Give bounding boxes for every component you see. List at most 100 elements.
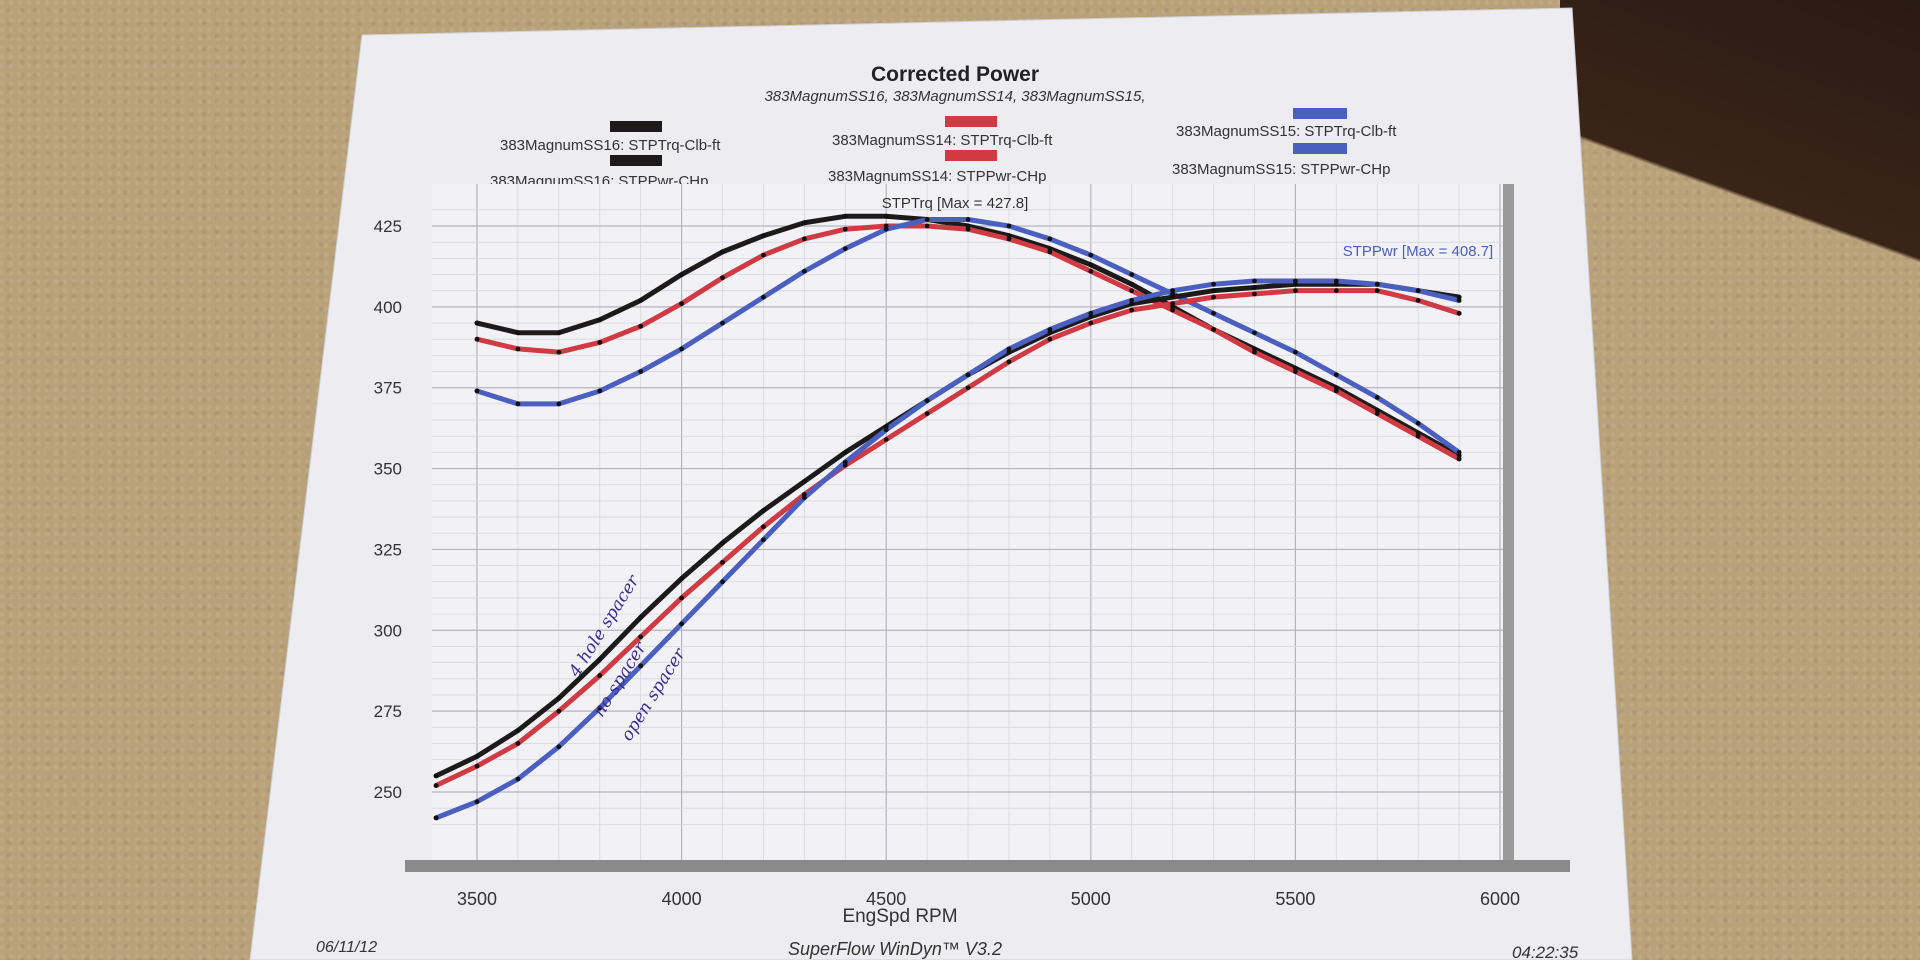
- data-point: [1415, 297, 1421, 303]
- data-point: [556, 695, 562, 701]
- data-point: [1129, 297, 1135, 303]
- data-point: [883, 226, 889, 232]
- data-point: [679, 595, 684, 601]
- series-line: [433, 288, 1462, 789]
- data-point: [1415, 433, 1421, 439]
- data-point: [597, 388, 603, 394]
- data-point: [679, 621, 684, 627]
- data-point: [1088, 268, 1094, 274]
- data-point: [720, 540, 725, 546]
- data-point: [474, 763, 480, 769]
- data-point: [515, 776, 521, 782]
- data-point: [515, 346, 521, 352]
- data-point: [1333, 388, 1339, 394]
- plot-area: [432, 184, 1507, 860]
- data-point: [638, 323, 644, 329]
- data-point: [1293, 278, 1298, 284]
- data-point: [1211, 294, 1216, 300]
- pwr-max-annotation: STPPwr [Max = 408.7]: [1343, 243, 1493, 260]
- chart-title: Corrected Power: [871, 63, 1039, 86]
- legend-label-ss14-trq: 383MagnumSS14: STPTrq-Clb-ft: [832, 132, 1053, 149]
- data-point: [638, 369, 644, 374]
- data-point: [474, 754, 480, 759]
- series-group: [433, 213, 1462, 821]
- data-point: [720, 320, 725, 326]
- data-point: [556, 708, 562, 714]
- data-point: [761, 508, 766, 514]
- data-point: [679, 576, 684, 581]
- data-point: [1088, 262, 1094, 268]
- data-point: [965, 385, 971, 391]
- data-point: [1211, 281, 1216, 287]
- data-point: [597, 340, 603, 345]
- data-point: [801, 495, 807, 501]
- legend-swatch-ss14-pwr: [945, 150, 997, 161]
- legend-swatch-ss15-pwr: [1293, 143, 1347, 154]
- x-axis-bar: [405, 860, 1570, 872]
- x-tick-label: 6000: [1480, 889, 1520, 909]
- data-point: [924, 223, 930, 229]
- y-tick-label: 350: [374, 460, 402, 479]
- data-point: [1088, 320, 1094, 326]
- data-point: [597, 656, 603, 662]
- footer-software: SuperFlow WinDyn™ V3.2: [788, 939, 1002, 959]
- data-point: [1006, 346, 1012, 352]
- data-point: [1047, 236, 1053, 242]
- data-point: [924, 217, 930, 222]
- data-point: [474, 320, 480, 326]
- data-point: [433, 815, 439, 821]
- data-point: [924, 411, 930, 416]
- legend-label-ss14-pwr: 383MagnumSS14: STPPwr-CHp: [828, 168, 1046, 185]
- chart-subtitle: 383MagnumSS16, 383MagnumSS14, 383MagnumS…: [764, 88, 1145, 105]
- x-tick-label: 5000: [1071, 889, 1111, 909]
- right-axis-bar: [1503, 184, 1514, 860]
- data-point: [1374, 281, 1380, 287]
- data-point: [761, 252, 766, 258]
- data-point: [638, 634, 644, 640]
- data-point: [556, 744, 562, 750]
- data-point: [1456, 450, 1462, 455]
- axis-ticks: 3500 4000 4500 5000 5500 6000 250 275 300 325 350 3…: [374, 217, 1520, 909]
- data-point: [1374, 411, 1380, 416]
- data-point: [1252, 291, 1257, 297]
- data-point: [1333, 278, 1339, 284]
- data-point: [801, 236, 807, 242]
- data-point: [1211, 310, 1216, 316]
- data-point: [1456, 456, 1462, 462]
- data-point: [1456, 297, 1462, 303]
- data-point: [883, 427, 889, 433]
- trq-max-annotation: STPTrq [Max = 427.8]: [882, 195, 1029, 212]
- data-point: [761, 537, 766, 543]
- data-point: [883, 213, 889, 219]
- data-point: [1047, 336, 1053, 342]
- data-point: [1252, 330, 1257, 336]
- data-point: [842, 213, 848, 219]
- data-point: [1170, 294, 1176, 300]
- data-point: [638, 297, 644, 303]
- data-point: [433, 783, 439, 788]
- data-point: [801, 479, 807, 484]
- legend-swatch-ss14-trq: [945, 116, 997, 127]
- data-point: [515, 728, 521, 733]
- data-point: [1129, 288, 1135, 294]
- x-tick-label: 4000: [662, 889, 702, 909]
- legend-label-ss15-trq: 383MagnumSS15: STPTrq-Clb-ft: [1176, 123, 1397, 140]
- data-point: [965, 372, 971, 378]
- data-point: [842, 459, 848, 465]
- data-point: [556, 401, 562, 407]
- y-tick-label: 275: [374, 702, 402, 721]
- data-point: [1129, 307, 1135, 313]
- data-point: [679, 301, 684, 307]
- data-point: [1415, 420, 1421, 426]
- data-point: [1170, 301, 1176, 307]
- data-point: [1293, 288, 1298, 294]
- y-tick-label: 250: [374, 783, 402, 802]
- data-point: [1006, 223, 1012, 229]
- series-line: [433, 278, 1462, 821]
- x-tick-label: 5500: [1275, 889, 1315, 909]
- data-point: [515, 741, 521, 746]
- grid-lines: [432, 184, 1503, 860]
- data-point: [720, 579, 725, 585]
- data-point: [1047, 327, 1053, 332]
